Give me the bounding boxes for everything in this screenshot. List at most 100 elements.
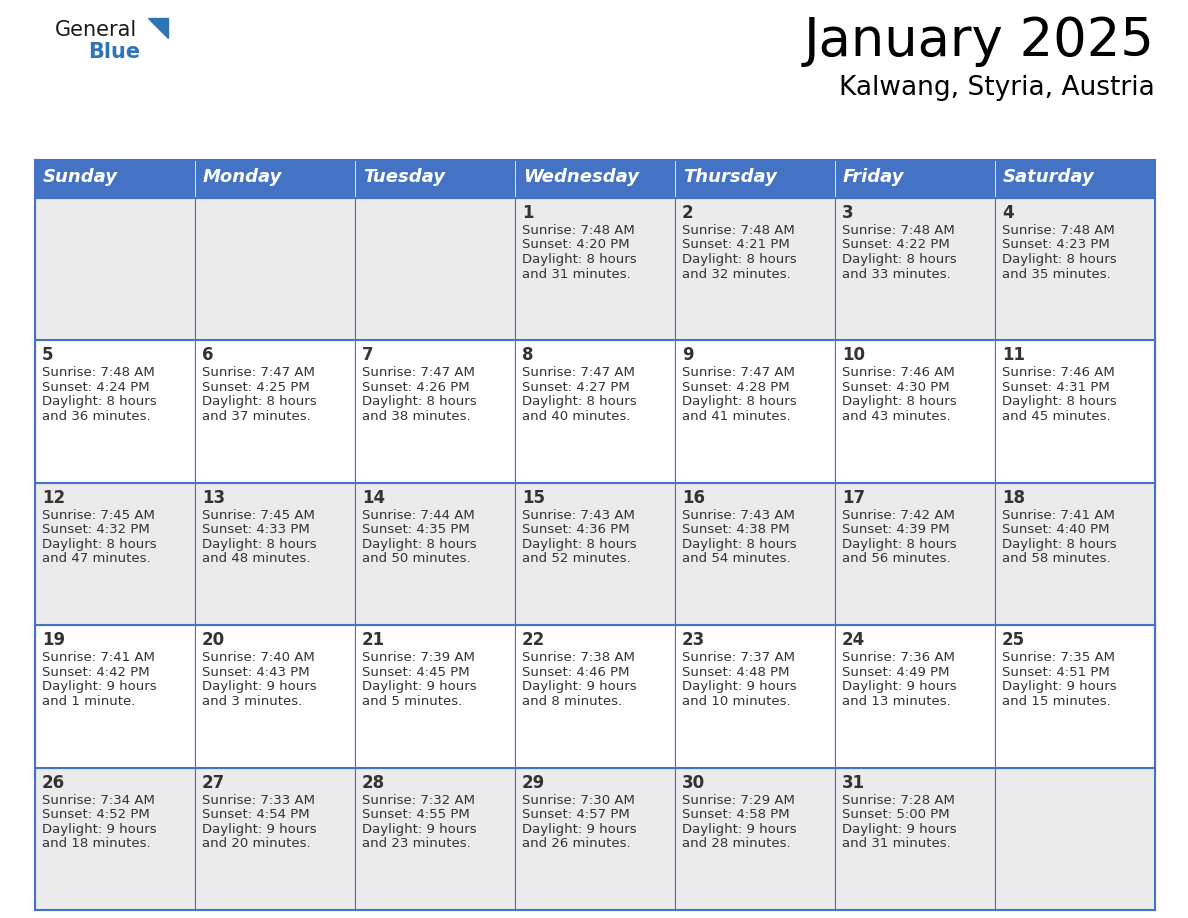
Bar (675, 341, 835, 483)
Text: and 20 minutes.: and 20 minutes. (202, 837, 310, 850)
Bar (835, 483, 996, 625)
Text: Sunset: 4:48 PM: Sunset: 4:48 PM (682, 666, 790, 678)
Text: January 2025: January 2025 (804, 15, 1155, 67)
Text: Sunrise: 7:48 AM: Sunrise: 7:48 AM (1001, 224, 1114, 237)
Text: and 50 minutes.: and 50 minutes. (362, 553, 470, 565)
Text: Sunrise: 7:48 AM: Sunrise: 7:48 AM (842, 224, 955, 237)
Text: Sunset: 4:28 PM: Sunset: 4:28 PM (682, 381, 790, 394)
Text: Sunset: 4:39 PM: Sunset: 4:39 PM (842, 523, 949, 536)
Text: and 31 minutes.: and 31 minutes. (522, 267, 631, 281)
Text: Sunset: 4:36 PM: Sunset: 4:36 PM (522, 523, 630, 536)
Text: 6: 6 (202, 346, 214, 364)
Text: and 54 minutes.: and 54 minutes. (682, 553, 791, 565)
Text: and 40 minutes.: and 40 minutes. (522, 410, 631, 423)
Bar (34, 767, 195, 910)
Text: Sunset: 4:45 PM: Sunset: 4:45 PM (362, 666, 469, 678)
Text: 16: 16 (682, 488, 704, 507)
Text: and 5 minutes.: and 5 minutes. (362, 695, 462, 708)
Text: and 52 minutes.: and 52 minutes. (522, 553, 631, 565)
Text: Sunset: 4:57 PM: Sunset: 4:57 PM (522, 808, 630, 821)
Bar (835, 625, 996, 767)
Text: Daylight: 9 hours: Daylight: 9 hours (362, 680, 476, 693)
Text: Daylight: 8 hours: Daylight: 8 hours (522, 538, 637, 551)
Text: Sunset: 4:33 PM: Sunset: 4:33 PM (202, 523, 310, 536)
Bar (996, 767, 1155, 910)
Text: 26: 26 (42, 774, 65, 791)
Text: 10: 10 (842, 346, 865, 364)
Text: Daylight: 8 hours: Daylight: 8 hours (842, 253, 956, 266)
Bar (835, 767, 996, 910)
Bar (675, 483, 835, 625)
Bar (516, 767, 675, 910)
Text: 13: 13 (202, 488, 225, 507)
Bar (675, 198, 835, 341)
Text: and 48 minutes.: and 48 minutes. (202, 553, 310, 565)
Text: Daylight: 8 hours: Daylight: 8 hours (682, 253, 797, 266)
Text: Kalwang, Styria, Austria: Kalwang, Styria, Austria (839, 75, 1155, 101)
Text: Sunrise: 7:28 AM: Sunrise: 7:28 AM (842, 793, 955, 807)
Text: 9: 9 (682, 346, 694, 364)
Text: Monday: Monday (203, 168, 283, 186)
Text: Daylight: 9 hours: Daylight: 9 hours (682, 823, 797, 835)
Text: Sunrise: 7:36 AM: Sunrise: 7:36 AM (842, 651, 955, 665)
Bar (355, 198, 516, 341)
Text: 8: 8 (522, 346, 533, 364)
Text: and 26 minutes.: and 26 minutes. (522, 837, 631, 850)
Bar (355, 625, 516, 767)
Text: Sunset: 4:52 PM: Sunset: 4:52 PM (42, 808, 150, 821)
Text: Daylight: 8 hours: Daylight: 8 hours (842, 538, 956, 551)
Text: Daylight: 9 hours: Daylight: 9 hours (522, 823, 637, 835)
Text: Sunset: 4:46 PM: Sunset: 4:46 PM (522, 666, 630, 678)
Text: Sunset: 4:35 PM: Sunset: 4:35 PM (362, 523, 469, 536)
Text: Sunrise: 7:47 AM: Sunrise: 7:47 AM (362, 366, 475, 379)
Text: Daylight: 9 hours: Daylight: 9 hours (42, 680, 157, 693)
Text: 15: 15 (522, 488, 545, 507)
Text: Daylight: 8 hours: Daylight: 8 hours (42, 538, 157, 551)
Bar (835, 160, 996, 198)
Text: 1: 1 (522, 204, 533, 222)
Text: Sunday: Sunday (43, 168, 118, 186)
Text: Sunset: 4:24 PM: Sunset: 4:24 PM (42, 381, 150, 394)
Text: Daylight: 9 hours: Daylight: 9 hours (842, 823, 956, 835)
Text: Sunrise: 7:48 AM: Sunrise: 7:48 AM (682, 224, 795, 237)
Text: Tuesday: Tuesday (364, 168, 446, 186)
Bar (516, 483, 675, 625)
Text: Daylight: 9 hours: Daylight: 9 hours (202, 823, 317, 835)
Text: Sunrise: 7:47 AM: Sunrise: 7:47 AM (202, 366, 315, 379)
Text: Sunrise: 7:32 AM: Sunrise: 7:32 AM (362, 793, 475, 807)
Text: and 37 minutes.: and 37 minutes. (202, 410, 311, 423)
Bar (996, 160, 1155, 198)
Text: and 15 minutes.: and 15 minutes. (1001, 695, 1111, 708)
Bar (675, 767, 835, 910)
Text: Sunset: 4:26 PM: Sunset: 4:26 PM (362, 381, 469, 394)
Text: Daylight: 9 hours: Daylight: 9 hours (682, 680, 797, 693)
Text: Sunrise: 7:38 AM: Sunrise: 7:38 AM (522, 651, 634, 665)
Text: Sunset: 4:54 PM: Sunset: 4:54 PM (202, 808, 310, 821)
Text: Sunrise: 7:45 AM: Sunrise: 7:45 AM (42, 509, 154, 521)
Polygon shape (148, 18, 168, 38)
Text: Daylight: 8 hours: Daylight: 8 hours (1001, 396, 1117, 409)
Bar (516, 625, 675, 767)
Text: and 41 minutes.: and 41 minutes. (682, 410, 791, 423)
Text: Sunset: 4:42 PM: Sunset: 4:42 PM (42, 666, 150, 678)
Text: Friday: Friday (843, 168, 904, 186)
Text: 5: 5 (42, 346, 53, 364)
Text: Sunrise: 7:40 AM: Sunrise: 7:40 AM (202, 651, 315, 665)
Text: 3: 3 (842, 204, 854, 222)
Bar (835, 198, 996, 341)
Bar (355, 341, 516, 483)
Text: 4: 4 (1001, 204, 1013, 222)
Text: and 8 minutes.: and 8 minutes. (522, 695, 623, 708)
Text: Daylight: 8 hours: Daylight: 8 hours (1001, 538, 1117, 551)
Bar (675, 625, 835, 767)
Text: Sunrise: 7:47 AM: Sunrise: 7:47 AM (522, 366, 634, 379)
Text: Sunrise: 7:33 AM: Sunrise: 7:33 AM (202, 793, 315, 807)
Bar (34, 483, 195, 625)
Text: Sunrise: 7:37 AM: Sunrise: 7:37 AM (682, 651, 795, 665)
Text: Wednesday: Wednesday (523, 168, 639, 186)
Bar (34, 160, 195, 198)
Text: Sunset: 4:55 PM: Sunset: 4:55 PM (362, 808, 469, 821)
Bar (195, 341, 355, 483)
Text: and 43 minutes.: and 43 minutes. (842, 410, 950, 423)
Text: and 56 minutes.: and 56 minutes. (842, 553, 950, 565)
